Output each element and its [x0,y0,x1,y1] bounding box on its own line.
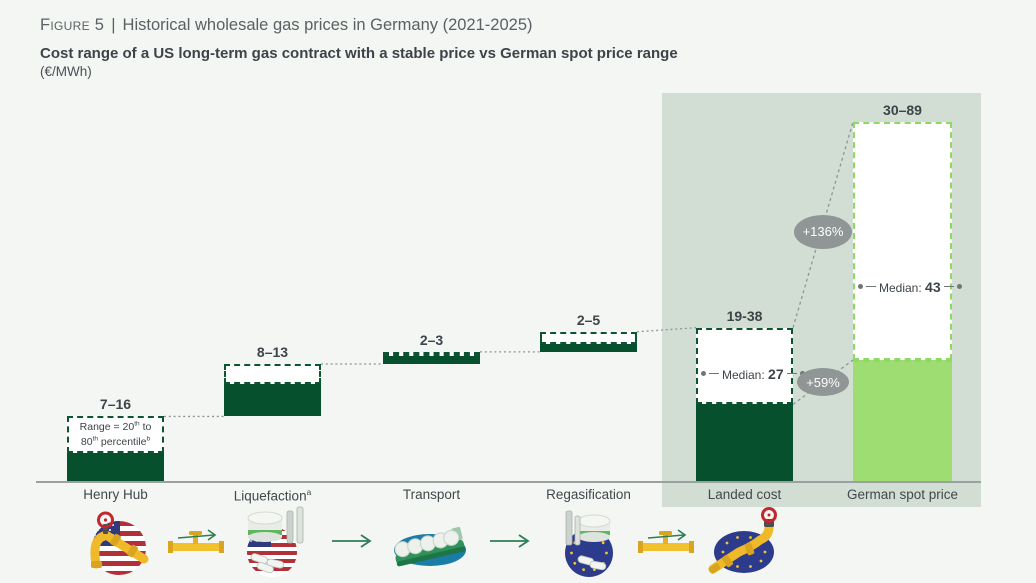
eu-regasification-terminal-icon [544,505,634,577]
eu-pipeline-valve-icon [697,507,787,577]
bar-solid-segment [67,452,164,481]
axis-label-text: Regasification [546,487,631,502]
median-text: Median: 43 [879,279,941,295]
figure-caption: Figure 5 | Historical wholesale gas prices… [40,16,533,35]
axis-label-text: Landed cost [707,487,782,502]
axis-label-liquefaction: Liquefactiona [193,487,353,504]
caption-separator: | [111,16,116,34]
x-axis-line [36,481,981,483]
median-label: Median: [722,367,765,382]
axis-label-landed-cost: Landed cost [665,487,825,502]
axis-label-footnote: a [306,487,312,497]
bar-solid-segment [383,355,480,364]
bar-german-spot-price: 30–89 Median: 43 [853,0,962,583]
axis-label-regasification: Regasification [509,487,669,502]
note-sup: th [92,435,99,443]
axis-label-henry-hub: Henry Hub [36,487,196,502]
median-text: Median: 27 [722,366,784,382]
bar-landed-cost: 19-38 Median: 27 [696,0,805,583]
bar-liquefaction: 8–13 [224,0,321,583]
note-text: to [139,421,152,434]
median-marker: Median: 43 [858,277,962,297]
range-definition-note: Range = 20th to 80th percentileb [70,419,161,450]
axis-label-text: Transport [402,487,461,502]
bar-solid-segment [853,359,952,481]
bar-range-segment [224,364,321,385]
lng-carrier-ship-icon [385,512,475,574]
median-dot-right [956,284,962,290]
median-dot-left [701,371,706,377]
bar-range-segment: Median: 27 [696,327,805,405]
bar-regasification: 2–5 [540,0,637,583]
axis-label-text: Henry Hub [83,487,148,502]
range-label: 19-38 [726,307,763,324]
median-value: 27 [768,365,784,382]
note-text: 80 [80,435,93,448]
us-liquefaction-plant-icon [227,505,317,577]
growth-badge-lower: +59% [797,368,849,397]
note-text: percentile [98,435,147,448]
median-tick-right [943,286,954,288]
note-sup: th [134,420,140,428]
chart-subtitle: Cost range of a US long-term gas contrac… [40,45,678,62]
axis-label-transport: Transport [352,487,512,502]
us-henry-hub-pipeline-icon [72,508,162,578]
range-label: 8–13 [256,344,289,360]
pipe-valve-arrow-icon [636,521,696,561]
bar-solid-segment [224,384,321,417]
median-value: 43 [925,278,941,295]
range-label: 2–5 [576,311,601,328]
bar-range-segment [383,351,480,356]
median-tick-left [709,373,719,375]
bar-henry-hub: 7–16 Range = 20th to 80th percentileb [67,0,164,583]
bar-range-segment: Median: 43 [853,121,962,360]
arrow-right-icon [330,531,374,551]
axis-label-german-spot-price: German spot price [823,487,983,502]
median-dot-left [858,284,863,290]
note-footnote-sup: b [146,435,151,443]
bar-solid-segment [696,404,793,481]
median-tick-right [786,373,797,375]
median-tick-left [866,286,876,288]
bar-range-segment: Range = 20th to 80th percentileb [67,416,164,453]
median-label: Median: [879,280,922,295]
bar-solid-segment [540,343,637,352]
bar-range-segment [540,331,637,344]
chart-units: (€/MWh) [40,64,92,79]
range-label: 30–89 [883,101,922,118]
median-marker: Median: 27 [701,364,805,384]
axis-label-text: Liquefaction [233,488,307,504]
range-label: 2–3 [419,331,444,348]
pipe-valve-arrow-icon [166,521,226,561]
figure-title: Historical wholesale gas prices in Germa… [122,16,533,34]
bar-transport: 2–3 [383,0,480,583]
arrow-right-icon [488,531,532,551]
range-label: 7–16 [99,396,132,413]
growth-badge-upper: +136% [794,214,852,249]
figure-label: Figure 5 [40,16,105,34]
note-text: Range = 20 [79,421,135,434]
axis-label-text: German spot price [846,487,959,502]
